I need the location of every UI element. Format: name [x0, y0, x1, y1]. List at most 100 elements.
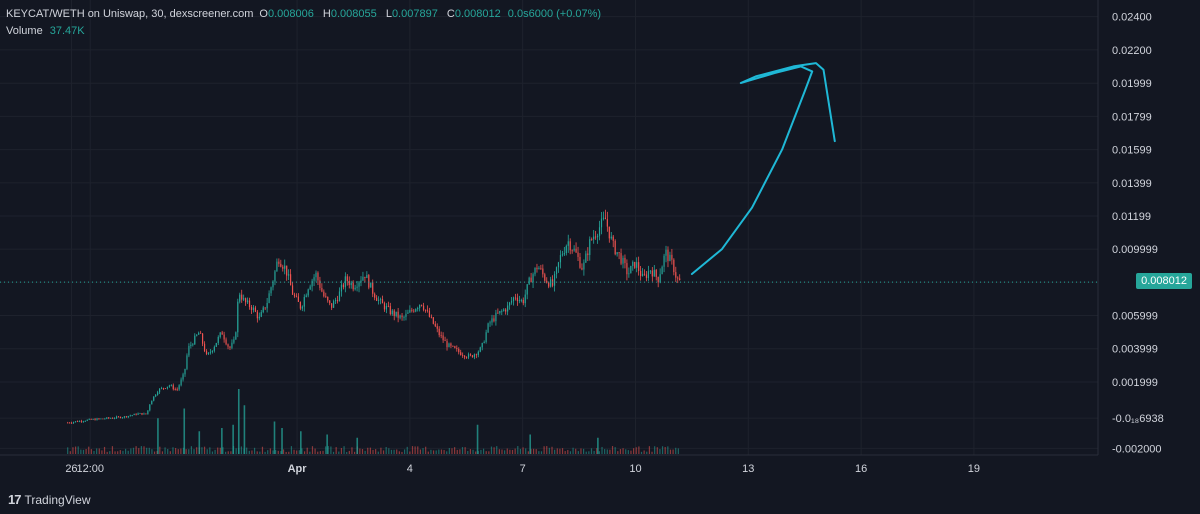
volume-bar [256, 451, 258, 454]
candle-body [196, 334, 198, 336]
volume-bar [119, 450, 121, 454]
trend-arrow-drawing[interactable] [690, 62, 836, 275]
candle-body [98, 418, 100, 420]
volume-bar [330, 446, 332, 454]
candle-body [213, 346, 215, 351]
volume-bar [253, 447, 256, 454]
volume-bar [380, 447, 382, 454]
candle-body [291, 285, 294, 295]
candle-body [110, 418, 112, 419]
volume-bar [348, 450, 350, 454]
candle-body [158, 388, 161, 393]
volume-bar [543, 446, 545, 454]
y-tick-label: 0.01599 [1112, 145, 1152, 157]
volume-bar [577, 451, 579, 454]
candle-body [69, 422, 71, 424]
candle-body [74, 421, 77, 423]
volume-bar [311, 446, 314, 454]
candle-body [303, 296, 305, 307]
candle-body [219, 332, 221, 337]
candle-body [510, 301, 513, 303]
volume-bar [464, 447, 466, 454]
volume-bar [567, 450, 569, 454]
candle-body [209, 351, 212, 353]
volume-bar [88, 446, 90, 454]
volume-bar [390, 449, 393, 454]
volume-spike [597, 437, 599, 454]
candle-body [643, 273, 646, 275]
candle-body [115, 416, 118, 419]
chart-grid [0, 0, 1099, 456]
candle-body [630, 265, 632, 274]
candle-body [530, 277, 532, 283]
price-axis[interactable]: 0.02400 0.02200 0.01999 0.01799 0.01599 0.013… [1112, 12, 1164, 456]
volume-bar [459, 449, 461, 454]
candle-body [170, 385, 172, 387]
candle-body [608, 226, 610, 239]
candle-body [544, 274, 546, 281]
candle-body [417, 308, 419, 310]
candle-body [585, 253, 587, 263]
candle-body [274, 271, 276, 282]
candle-body [407, 312, 409, 314]
volume-bar [127, 450, 129, 454]
candle-body [162, 387, 165, 389]
candle-body [180, 379, 182, 386]
candle-body [374, 293, 376, 298]
candle-body [86, 419, 88, 421]
candle-body [178, 385, 180, 390]
candle-body [381, 299, 384, 304]
volume-bar [246, 447, 248, 454]
volume-bar [240, 446, 243, 454]
candle-body [503, 309, 505, 311]
candle-body [393, 310, 395, 316]
candle-body [117, 416, 120, 418]
volume-bar [185, 449, 187, 454]
volume-bar [382, 450, 385, 454]
candle-body [483, 341, 485, 343]
volume-bar [146, 447, 148, 454]
candle-body [145, 413, 147, 415]
volume-bar [180, 448, 182, 454]
volume-bar [427, 451, 429, 454]
volume-bar [417, 446, 419, 454]
volume-bar [482, 448, 485, 454]
candle-body [258, 316, 260, 319]
candle-body [235, 332, 237, 340]
y-tick-label: 0.001999 [1112, 377, 1158, 389]
volume-bar [90, 449, 92, 454]
volume-bar [406, 446, 408, 454]
volume-bar [472, 449, 474, 454]
candle-body [565, 245, 567, 254]
candle-body [587, 253, 589, 255]
volume-bar [290, 446, 293, 454]
candle-body [172, 385, 174, 390]
volume-bar [298, 450, 300, 454]
candle-body [266, 302, 268, 309]
candle-body [424, 309, 427, 311]
tradingview-logo[interactable]: 17 TradingView [8, 492, 91, 507]
candle-body [465, 357, 468, 359]
candle-body [657, 276, 659, 283]
candle-body [211, 350, 213, 352]
volume-bar [319, 451, 321, 454]
y-tick-label: 0.003999 [1112, 344, 1158, 356]
x-tick-label: 12:00 [76, 463, 104, 475]
candle-body [596, 235, 599, 238]
volume-bar [248, 450, 250, 454]
candle-body [131, 415, 133, 416]
volume-bar [96, 448, 98, 454]
symbol-label[interactable]: KEYCAT/WETH on Uniswap, 30, dexscreener.… [6, 8, 254, 20]
volume-bar [114, 451, 116, 454]
candle-body [542, 268, 544, 275]
candle-body [589, 239, 591, 255]
volume-value: 37.47K [49, 25, 85, 37]
candles [67, 209, 681, 424]
y-tick-label: 0.01199 [1112, 211, 1151, 223]
candle-body [583, 262, 585, 270]
candle-body [411, 309, 413, 311]
candle-body [153, 396, 155, 401]
volume-bar [540, 451, 543, 454]
